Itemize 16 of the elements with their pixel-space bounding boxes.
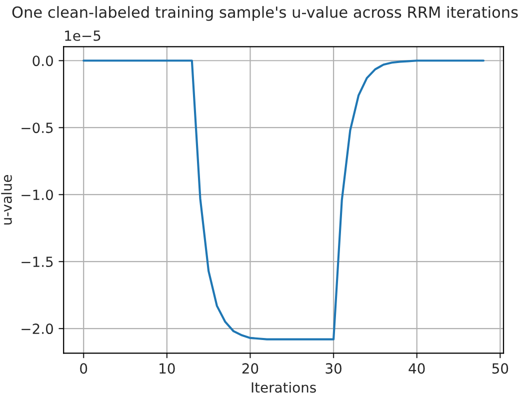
y-axis-title: u-value: [1, 175, 12, 224]
y-tick-label: −1.5: [22, 256, 53, 268]
x-tick-label: 10: [160, 363, 175, 374]
chart-title: One clean-labeled training sample's u-value across RRM iterations: [12, 6, 518, 21]
x-tick-label: 40: [408, 363, 425, 374]
y-tick-label: 0.0: [32, 56, 53, 66]
text: 1e−5: [65, 30, 100, 41]
x-tick-label: 20: [242, 363, 258, 374]
y-tick-label: −0.5: [22, 122, 53, 134]
x-tick-label: 30: [326, 363, 342, 374]
x-tick-label: 50: [492, 363, 508, 374]
x-axis-title: Iterations: [252, 382, 316, 393]
y-tick-label: −2.0: [22, 324, 53, 334]
x-tick-label: 0: [80, 363, 88, 374]
y-tick-label: −1.0: [22, 190, 53, 200]
line-series: [82, 60, 485, 340]
